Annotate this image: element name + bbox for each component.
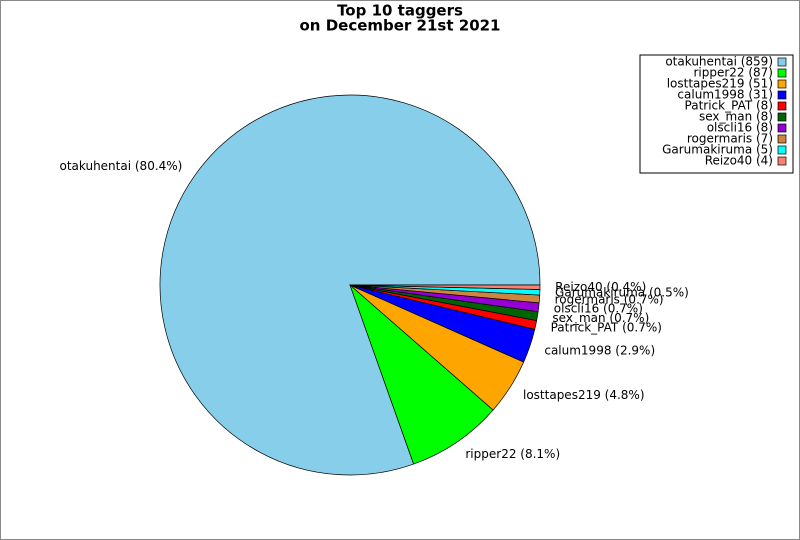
legend-label: Patrick_PAT (8): [685, 99, 773, 113]
legend-swatch: [777, 57, 787, 67]
legend-label: sex_man (8): [699, 110, 773, 124]
legend-swatch: [777, 134, 787, 144]
legend-label: otakuhentai (859): [665, 55, 773, 69]
legend-label: ripper22 (87): [693, 66, 773, 80]
legend-swatch: [777, 68, 787, 78]
legend-label: calum1998 (31): [677, 88, 773, 102]
slice-label: otakuhentai (80.4%): [59, 159, 182, 173]
legend-label: Reizo40 (4): [705, 154, 773, 168]
chart-title: Top 10 taggers: [337, 2, 463, 20]
slice-label: Garumakiruma (0.5%): [555, 285, 689, 299]
slice-label: calum1998 (2.9%): [544, 343, 655, 357]
legend-swatch: [777, 123, 787, 133]
legend-label: losttapes219 (51): [667, 77, 773, 91]
legend-swatch: [777, 79, 787, 89]
slice-label: losttapes219 (4.8%): [523, 388, 645, 402]
legend-swatch: [777, 145, 787, 155]
legend-swatch: [777, 90, 787, 100]
legend-label: Garumakiruma (5): [662, 143, 773, 157]
legend-box: [639, 54, 794, 174]
legend-swatch: [777, 112, 787, 122]
legend-label: olscli16 (8): [707, 121, 773, 135]
legend-swatch: [777, 101, 787, 111]
pie-slice: [349, 283, 494, 465]
slice-label: ripper22 (8.1%): [465, 447, 560, 461]
legend-swatch: [777, 156, 787, 166]
slice-label: sex_man (0.7%): [552, 311, 649, 325]
slice-label: olscli16 (0.7%): [554, 302, 643, 316]
slice-label: Patrick_PAT (0.7%): [551, 321, 662, 335]
slice-label: rogermaris (0.7%): [555, 293, 664, 307]
slice-label: Reizo40 (0.4%): [555, 280, 646, 294]
legend-label: rogermaris (7): [687, 132, 773, 146]
chart-subtitle: on December 21st 2021: [300, 17, 501, 35]
pie-slice: [349, 284, 541, 290]
